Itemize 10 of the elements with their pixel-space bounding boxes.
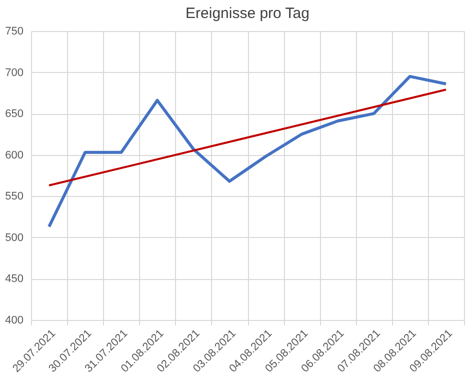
- y-tick-label: 500: [5, 232, 24, 244]
- y-tick-label: 700: [5, 66, 24, 79]
- y-tick-label: 400: [5, 314, 24, 326]
- y-tick-label: 600: [5, 149, 24, 162]
- y-tick-label: 650: [5, 108, 24, 120]
- line-series: [48, 74, 448, 228]
- chart-title: Ereignisse pro Tag: [186, 5, 310, 22]
- y-tick-label: 450: [5, 273, 24, 286]
- y-tick-label: 750: [5, 26, 24, 38]
- y-tick-label: 550: [5, 190, 24, 203]
